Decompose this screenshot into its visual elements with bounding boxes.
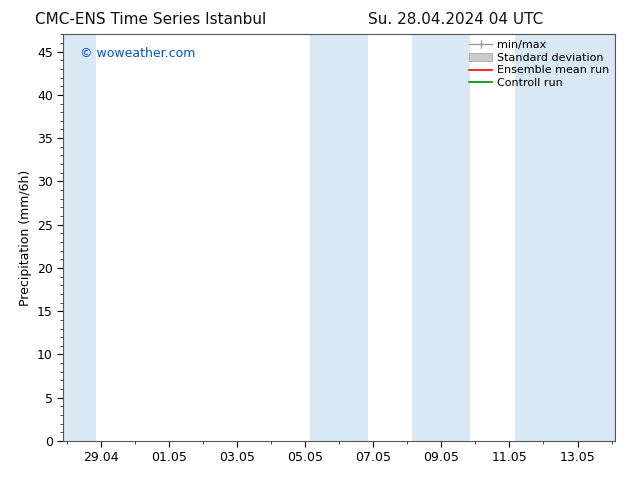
Y-axis label: Precipitation (mm/6h): Precipitation (mm/6h) (18, 170, 32, 306)
Bar (515, 34, 615, 441)
Text: Su. 28.04.2024 04 UTC: Su. 28.04.2024 04 UTC (368, 12, 543, 27)
Bar (412, 34, 470, 441)
Bar (63, 34, 96, 441)
Text: © woweather.com: © woweather.com (80, 47, 195, 59)
Bar (310, 34, 368, 441)
Text: CMC-ENS Time Series Istanbul: CMC-ENS Time Series Istanbul (35, 12, 266, 27)
Legend: min/max, Standard deviation, Ensemble mean run, Controll run: min/max, Standard deviation, Ensemble me… (467, 38, 612, 91)
